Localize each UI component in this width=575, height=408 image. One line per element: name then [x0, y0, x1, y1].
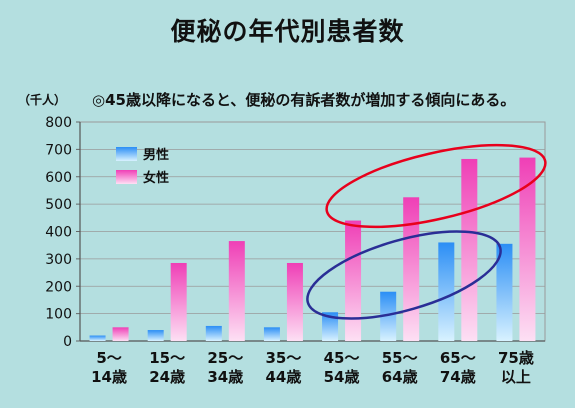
- legend-label: 女性: [143, 170, 169, 186]
- x-tick-label-line: 25～: [207, 349, 243, 367]
- y-tick-label: 600: [45, 170, 72, 186]
- female-bar: [286, 262, 303, 341]
- male-bar: [263, 327, 280, 341]
- annotation-ellipse-red: [325, 143, 547, 229]
- chart-title: 便秘の年代別患者数: [170, 17, 405, 46]
- x-tick-label-line: 54歳: [324, 368, 360, 386]
- y-tick-label: 0: [63, 334, 72, 350]
- legend-label: 男性: [143, 147, 169, 163]
- x-tick-label: 35～ 44歳: [266, 349, 302, 386]
- x-tick-label: 65～ 74歳: [440, 349, 476, 386]
- y-axis-unit: （千人）: [18, 93, 67, 107]
- male-bar: [438, 242, 455, 341]
- x-tick-label-line: 74歳: [440, 368, 476, 386]
- chart-note: ◎45歳以降になると、便秘の有訴者数が増加する傾向にある。: [92, 91, 516, 109]
- annotations: [306, 143, 547, 320]
- legend-swatch-female: [116, 170, 137, 184]
- y-tick-label: 300: [45, 252, 72, 268]
- female-bar: [461, 158, 478, 341]
- x-tick-label-line: 34歳: [207, 368, 243, 386]
- x-tick-label: 75歳以上: [498, 349, 534, 386]
- y-tick-label: 200: [45, 279, 72, 295]
- y-tick-label: 700: [45, 142, 72, 158]
- x-tick-label-line: 75歳: [498, 349, 534, 367]
- bars-group: [89, 157, 536, 341]
- legend-swatch-male: [116, 147, 137, 161]
- female-bar: [403, 197, 420, 341]
- x-tick-label: 5～ 14歳: [91, 349, 127, 386]
- x-tick-label-line: 以上: [501, 368, 531, 386]
- male-bar: [205, 325, 222, 341]
- male-bar: [147, 330, 164, 341]
- x-tick-label: 55～ 64歳: [382, 349, 418, 386]
- female-bar: [112, 327, 129, 341]
- male-bar: [322, 312, 339, 341]
- male-bar: [496, 243, 513, 341]
- y-tick-label: 500: [45, 197, 72, 213]
- x-tick-label-line: 35～: [266, 349, 302, 367]
- labels-group: 5～ 14歳 15～ 24歳 25～ 34歳 35～ 44歳 45～ 54歳 55～ 64歳 65～ 74…: [91, 349, 534, 386]
- x-tick-label-line: 5～: [96, 349, 121, 367]
- x-tick-label-line: 24歳: [149, 368, 185, 386]
- x-tick-label: 45～ 54歳: [324, 349, 360, 386]
- female-bar: [345, 220, 362, 341]
- male-bar: [380, 291, 397, 341]
- female-bar: [519, 157, 536, 341]
- x-tick-label: 25～ 34歳: [207, 349, 243, 386]
- x-tick-label: 15～ 24歳: [149, 349, 185, 386]
- female-bar: [170, 262, 187, 341]
- female-bar: [228, 241, 245, 341]
- x-tick-label-line: 14歳: [91, 368, 127, 386]
- y-tick-label: 800: [45, 115, 72, 131]
- y-tick-label: 100: [45, 307, 72, 323]
- x-tick-label-line: 64歳: [382, 368, 418, 386]
- y-tick-label: 400: [45, 225, 72, 241]
- x-tick-label-line: 15～: [149, 349, 185, 367]
- x-tick-label-line: 55～: [382, 349, 418, 367]
- x-tick-label-line: 65～: [440, 349, 476, 367]
- x-tick-label-line: 45～: [324, 349, 360, 367]
- annotation-ellipse-blue: [306, 230, 502, 320]
- x-tick-label-line: 44歳: [266, 368, 302, 386]
- male-bar: [89, 335, 106, 341]
